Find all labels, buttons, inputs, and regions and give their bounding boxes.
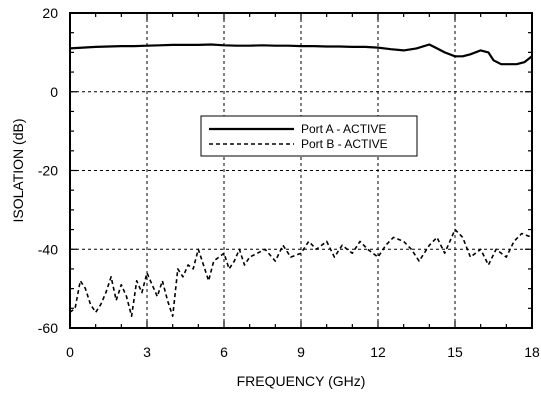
x-tick-label: 3: [143, 344, 151, 360]
legend: Port A - ACTIVE Port B - ACTIVE: [200, 115, 418, 157]
series-lines: [69, 43, 533, 317]
grid: [70, 13, 532, 328]
x-tick-label: 6: [220, 344, 228, 360]
x-tick-label: 18: [524, 344, 540, 360]
x-tick-label: 15: [447, 344, 463, 360]
tick-marks: [69, 12, 533, 329]
y-tick-label: 0: [50, 84, 58, 100]
x-tick-label: 12: [370, 344, 386, 360]
x-tick-labels: 0 3 6 9 12 15 18: [66, 344, 540, 360]
y-tick-label: 20: [42, 5, 58, 21]
legend-box: [200, 115, 418, 157]
legend-label-port-b: Port B - ACTIVE: [301, 137, 388, 151]
legend-label-port-a: Port A - ACTIVE: [301, 122, 386, 136]
y-tick-label: -20: [38, 163, 58, 179]
series-line-port-a: [69, 43, 533, 66]
y-tick-label: -40: [38, 241, 58, 257]
x-tick-label: 0: [66, 344, 74, 360]
x-tick-label: 9: [297, 344, 305, 360]
y-tick-label: -60: [38, 320, 58, 336]
y-axis-label: ISOLATION (dB): [10, 119, 26, 223]
x-axis-label: FREQUENCY (GHz): [237, 373, 366, 389]
series-line-port-b: [69, 228, 533, 317]
y-tick-labels: 20 0 -20 -40 -60: [38, 5, 58, 336]
